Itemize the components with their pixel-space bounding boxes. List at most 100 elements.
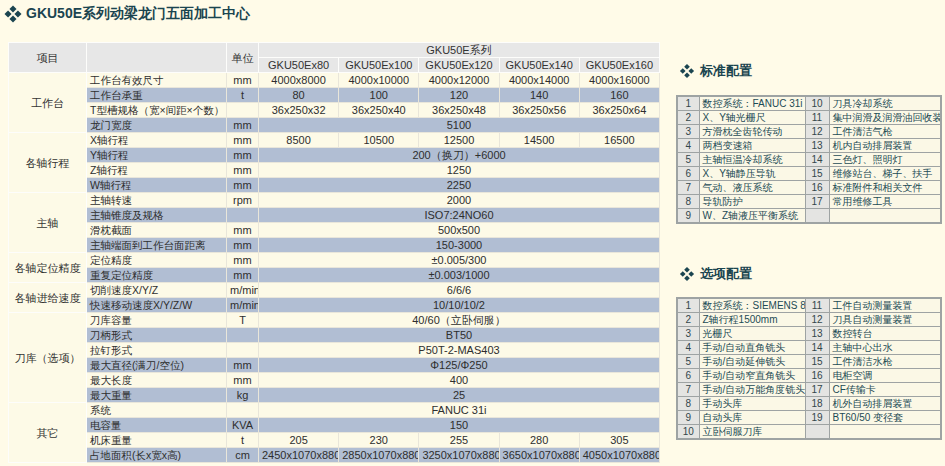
config-item-number: 1	[677, 96, 699, 111]
four-diamond-icon	[5, 6, 22, 23]
group-cell: 刀库（选项）	[9, 313, 87, 403]
section-title-text: 标准配置	[700, 62, 752, 80]
unit-cell: m/min	[227, 298, 259, 313]
config-item-text: 工件自动测量装置	[829, 298, 941, 313]
value-cell: 150	[259, 418, 660, 433]
value-cell: 4000x14000	[499, 73, 579, 88]
value-cell: 500x500	[259, 223, 660, 238]
unit-cell: mm	[227, 133, 259, 148]
column-header-unit: 单位	[227, 43, 259, 73]
config-item-number: 8	[677, 397, 699, 411]
config-row: 8手动头库18机外自动排屑装置	[677, 397, 941, 411]
spec-header-row: 项目 单位 GKU50E系列	[9, 43, 660, 58]
value-cell: 10500	[339, 133, 419, 148]
config-item-number: 6	[677, 369, 699, 383]
unit-cell: mm	[227, 238, 259, 253]
parameter-cell: 主轴转速	[87, 193, 227, 208]
config-item-number: 4	[677, 139, 699, 153]
value-cell: 14500	[499, 133, 579, 148]
config-item-text	[829, 209, 941, 224]
value-cell: 230	[339, 433, 419, 448]
parameter-cell: 刀库容量	[87, 313, 227, 328]
model-header-cell: GKU50Ex120	[419, 58, 499, 73]
spec-row: 刀柄形式BT50	[9, 328, 660, 343]
config-item-number: 4	[677, 341, 699, 355]
config-item-number: 15	[805, 355, 829, 369]
spec-row: Y轴行程mm200（换刀）+6000	[9, 148, 660, 163]
config-item-text: X、Y轴静压导轨	[699, 167, 805, 181]
four-diamond-icon	[680, 64, 694, 78]
config-row: 7气动、液压系统16标准附件和相关文件	[677, 181, 941, 195]
value-cell: 5100	[259, 118, 660, 133]
model-header-cell: GKU50Ex80	[259, 58, 339, 73]
config-item-number: 3	[677, 327, 699, 341]
config-item-text: 集中润滑及润滑油回收装置	[829, 111, 941, 125]
parameter-cell: 龙门宽度	[87, 118, 227, 133]
group-cell: 主轴	[9, 193, 87, 253]
config-item-text: 手动/自动窄直角铣头	[699, 369, 805, 383]
spec-row: 主轴主轴转速rpm2000	[9, 193, 660, 208]
value-cell: 10/10/10/2	[259, 298, 660, 313]
parameter-cell: 电容量	[87, 418, 227, 433]
config-item-text: 刀具冷却系统	[829, 96, 941, 111]
config-row: 4手动/自动直角铣头14主轴中心出水	[677, 341, 941, 355]
config-item-number: 19	[805, 411, 829, 425]
config-item-text: W、Z轴液压平衡系统	[699, 209, 805, 224]
config-item-number: 12	[805, 125, 829, 139]
unit-cell: T	[227, 313, 259, 328]
config-row: 4两档变速箱13机内自动排屑装置	[677, 139, 941, 153]
value-cell: ISO7:24NO60	[259, 208, 660, 223]
config-row: 7手动/自动万能角度铣头17CF传输卡	[677, 383, 941, 397]
parameter-cell: 工作台承重	[87, 88, 227, 103]
unit-cell	[227, 328, 259, 343]
config-item-number: 2	[677, 111, 699, 125]
unit-cell: mm	[227, 118, 259, 133]
parameter-cell: 机床重量	[87, 433, 227, 448]
config-item-number: 11	[805, 298, 829, 313]
spec-row: 重复定位精度mm±0.003/1000	[9, 268, 660, 283]
value-cell: 140	[499, 88, 579, 103]
optional-config-title: 选项配置	[682, 265, 752, 283]
unit-cell: mm	[227, 268, 259, 283]
optional-config-table: 1数控系统：SIEMENS 840D sl11工件自动测量装置2Z轴行程1500…	[676, 297, 942, 440]
config-item-number: 16	[805, 369, 829, 383]
config-row: 3方滑枕全齿轮传动12工件清洁气枪	[677, 125, 941, 139]
spec-row: 各轴定位精度定位精度mm±0.005/300	[9, 253, 660, 268]
config-item-number: 2	[677, 313, 699, 327]
unit-cell: mm	[227, 358, 259, 373]
value-cell: 3250x1070x880	[419, 448, 499, 463]
spec-row: T型槽规格（宽×间距×个数）36x250x3236x250x4036x250x4…	[9, 103, 660, 118]
config-item-text: 主轴中心出水	[829, 341, 941, 355]
value-cell: 4000x16000	[579, 73, 659, 88]
config-row: 2Z轴行程1500mm12刀具自动测量装置	[677, 313, 941, 327]
config-item-text: 手动/自动万能角度铣头	[699, 383, 805, 397]
spec-row: 电容量KVA150	[9, 418, 660, 433]
unit-cell: KVA	[227, 418, 259, 433]
value-cell: 80	[259, 88, 339, 103]
value-cell: 4000x10000	[339, 73, 419, 88]
config-item-text: 自动头库	[699, 411, 805, 425]
value-cell: 2000	[259, 193, 660, 208]
spec-row: 拉钉形式P50T-2-MAS403	[9, 343, 660, 358]
config-row: 1数控系统：FANUC 31i10刀具冷却系统	[677, 96, 941, 111]
config-row: 10立卧伺服刀库	[677, 425, 941, 440]
config-item-number: 14	[805, 153, 829, 167]
unit-cell: mm	[227, 253, 259, 268]
value-cell: ±0.005/300	[259, 253, 660, 268]
value-cell: 16500	[579, 133, 659, 148]
config-item-number: 16	[805, 181, 829, 195]
config-item-text: 机外自动排屑装置	[829, 397, 941, 411]
value-cell: 4050x1070x880	[579, 448, 659, 463]
config-item-text: 手动/自动延伸铣头	[699, 355, 805, 369]
unit-cell: mm	[227, 373, 259, 388]
config-item-number: 1	[677, 298, 699, 313]
spec-row: 机床重量t205230255280305	[9, 433, 660, 448]
config-item-text: CF传输卡	[829, 383, 941, 397]
spec-row: 各轴行程X轴行程mm850010500125001450016500	[9, 133, 660, 148]
spec-row: 主轴端面到工作台面距离mm150-3000	[9, 238, 660, 253]
unit-cell: rpm	[227, 193, 259, 208]
value-cell: 2250	[259, 178, 660, 193]
model-header-cell: GKU50Ex100	[339, 58, 419, 73]
standard-config-title: 标准配置	[682, 62, 752, 80]
value-cell: P50T-2-MAS403	[259, 343, 660, 358]
